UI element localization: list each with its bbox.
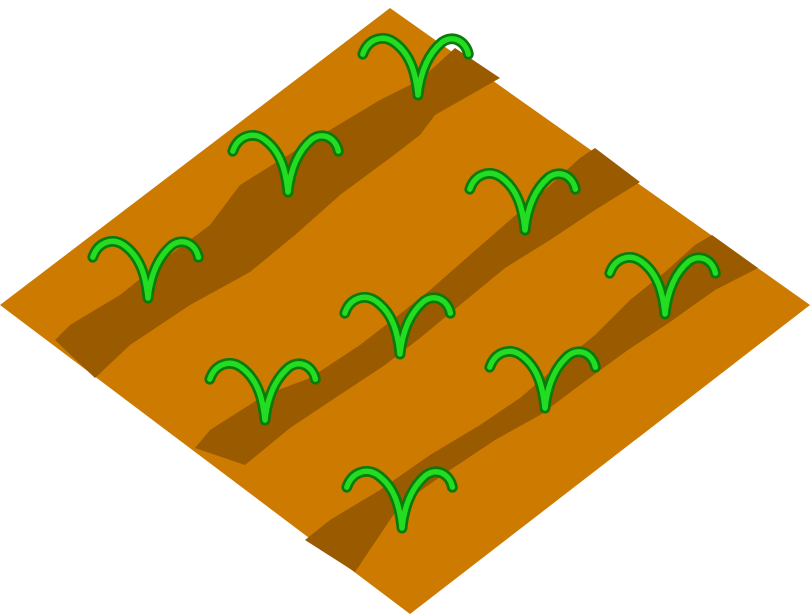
furrow-row-1 bbox=[55, 48, 500, 378]
